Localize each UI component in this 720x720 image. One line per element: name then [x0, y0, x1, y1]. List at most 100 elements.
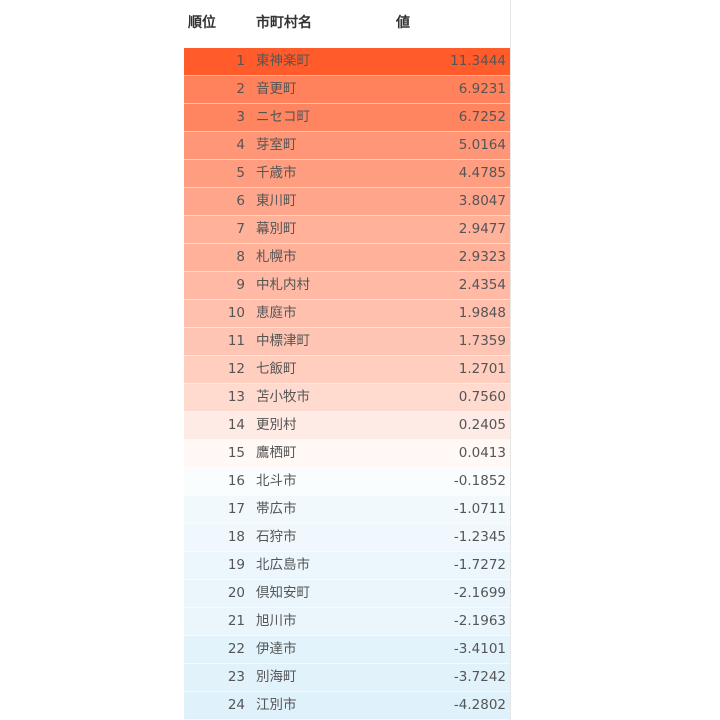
- municipality-cell: 東神楽町: [256, 53, 310, 69]
- table-row[interactable]: 16 北斗市 -0.1852: [184, 468, 510, 496]
- value-cell: 4.4785: [458, 165, 506, 181]
- municipality-cell: 伊達市: [256, 641, 297, 657]
- table-row[interactable]: 4 芽室町 5.0164: [184, 132, 510, 160]
- table-row[interactable]: 21 旭川市 -2.1963: [184, 608, 510, 636]
- rank-cell: 1: [236, 53, 245, 69]
- rank-cell: 22: [227, 641, 245, 657]
- rank-cell: 19: [227, 557, 245, 573]
- rank-cell: 10: [227, 305, 245, 321]
- value-cell: 11.3444: [450, 53, 506, 69]
- municipality-cell: 鷹栖町: [256, 445, 297, 461]
- value-cell: 3.8047: [458, 193, 506, 209]
- table-row[interactable]: 19 北広島市 -1.7272: [184, 552, 510, 580]
- municipality-cell: 北斗市: [256, 473, 297, 489]
- rank-cell: 8: [236, 249, 245, 265]
- value-cell: -2.1963: [453, 613, 506, 629]
- table-row[interactable]: 23 別海町 -3.7242: [184, 664, 510, 692]
- value-cell: 0.2405: [458, 417, 506, 433]
- table-row[interactable]: 10 恵庭市 1.9848: [184, 300, 510, 328]
- table-row[interactable]: 12 七飯町 1.2701: [184, 356, 510, 384]
- municipality-cell: 石狩市: [256, 529, 297, 545]
- rank-cell: 9: [236, 277, 245, 293]
- municipality-cell: 旭川市: [256, 613, 297, 629]
- table-row[interactable]: 8 札幌市 2.9323: [184, 244, 510, 272]
- municipality-cell: 七飯町: [256, 361, 297, 377]
- rank-cell: 21: [227, 613, 245, 629]
- table-row[interactable]: 9 中札内村 2.4354: [184, 272, 510, 300]
- value-cell: 2.9323: [458, 249, 506, 265]
- table-body: 1 東神楽町 11.3444 2 音更町 6.9231 3 ニセコ町 6.7252 4 芽室町 5.0…: [184, 48, 510, 720]
- municipality-cell: 倶知安町: [256, 585, 310, 601]
- value-cell: 2.4354: [458, 277, 506, 293]
- rank-cell: 12: [227, 361, 245, 377]
- municipality-cell: 更別村: [256, 417, 297, 433]
- table-row[interactable]: 7 幕別町 2.9477: [184, 216, 510, 244]
- rank-cell: 6: [236, 193, 245, 209]
- value-cell: -1.0711: [453, 501, 506, 517]
- value-cell: -3.7242: [453, 669, 506, 685]
- panel-divider: [510, 0, 511, 720]
- municipality-cell: 札幌市: [256, 249, 297, 265]
- table-row[interactable]: 3 ニセコ町 6.7252: [184, 104, 510, 132]
- value-cell: 5.0164: [458, 137, 506, 153]
- table-row[interactable]: 13 苫小牧市 0.7560: [184, 384, 510, 412]
- rank-cell: 4: [236, 137, 245, 153]
- municipality-cell: 帯広市: [256, 501, 297, 517]
- value-cell: 6.7252: [458, 109, 506, 125]
- value-cell: 0.0413: [458, 445, 506, 461]
- value-cell: 1.7359: [458, 333, 506, 349]
- rank-cell: 13: [227, 389, 245, 405]
- municipality-cell: 中標津町: [256, 333, 310, 349]
- rank-cell: 23: [227, 669, 245, 685]
- municipality-cell: 芽室町: [256, 137, 297, 153]
- rank-cell: 3: [236, 109, 245, 125]
- table-row[interactable]: 14 更別村 0.2405: [184, 412, 510, 440]
- value-column-header[interactable]: 値: [396, 15, 410, 31]
- municipality-cell: 音更町: [256, 81, 297, 97]
- value-cell: 2.9477: [458, 221, 506, 237]
- value-cell: -1.2345: [453, 529, 506, 545]
- municipality-cell: 中札内村: [256, 277, 310, 293]
- value-cell: 6.9231: [458, 81, 506, 97]
- table-row[interactable]: 1 東神楽町 11.3444: [184, 48, 510, 76]
- municipality-column-header[interactable]: 市町村名: [256, 15, 312, 31]
- rank-cell: 11: [227, 333, 245, 349]
- value-cell: 1.2701: [458, 361, 506, 377]
- table-row[interactable]: 15 鷹栖町 0.0413: [184, 440, 510, 468]
- municipality-cell: 千歳市: [256, 165, 297, 181]
- rank-cell: 16: [227, 473, 245, 489]
- value-cell: 1.9848: [458, 305, 506, 321]
- table-row[interactable]: 2 音更町 6.9231: [184, 76, 510, 104]
- table-row[interactable]: 22 伊達市 -3.4101: [184, 636, 510, 664]
- rank-cell: 14: [227, 417, 245, 433]
- municipality-cell: 苫小牧市: [256, 389, 310, 405]
- value-cell: -1.7272: [453, 557, 506, 573]
- table-row[interactable]: 5 千歳市 4.4785: [184, 160, 510, 188]
- value-cell: 0.7560: [458, 389, 506, 405]
- municipality-cell: 幕別町: [256, 221, 297, 237]
- rank-cell: 7: [236, 221, 245, 237]
- municipality-cell: 江別市: [256, 697, 297, 713]
- table-row[interactable]: 6 東川町 3.8047: [184, 188, 510, 216]
- value-cell: -3.4101: [453, 641, 506, 657]
- rank-cell: 18: [227, 529, 245, 545]
- rank-column-header[interactable]: 順位: [188, 15, 216, 31]
- table-row[interactable]: 17 帯広市 -1.0711: [184, 496, 510, 524]
- rank-cell: 2: [236, 81, 245, 97]
- municipality-cell: 東川町: [256, 193, 297, 209]
- municipality-cell: ニセコ町: [256, 109, 310, 125]
- value-cell: -4.2802: [453, 697, 506, 713]
- ranking-table: 順位 市町村名 値 1 東神楽町 11.3444 2 音更町 6.9231 3 ニセコ町 6.7…: [184, 0, 510, 720]
- value-cell: -2.1699: [453, 585, 506, 601]
- table-row[interactable]: 24 江別市 -4.2802: [184, 692, 510, 720]
- rank-cell: 20: [227, 585, 245, 601]
- rank-cell: 15: [227, 445, 245, 461]
- rank-cell: 24: [227, 697, 245, 713]
- value-cell: -0.1852: [453, 473, 506, 489]
- rank-cell: 17: [227, 501, 245, 517]
- table-row[interactable]: 11 中標津町 1.7359: [184, 328, 510, 356]
- table-row[interactable]: 20 倶知安町 -2.1699: [184, 580, 510, 608]
- table-row[interactable]: 18 石狩市 -1.2345: [184, 524, 510, 552]
- municipality-cell: 恵庭市: [256, 305, 297, 321]
- municipality-cell: 別海町: [256, 669, 297, 685]
